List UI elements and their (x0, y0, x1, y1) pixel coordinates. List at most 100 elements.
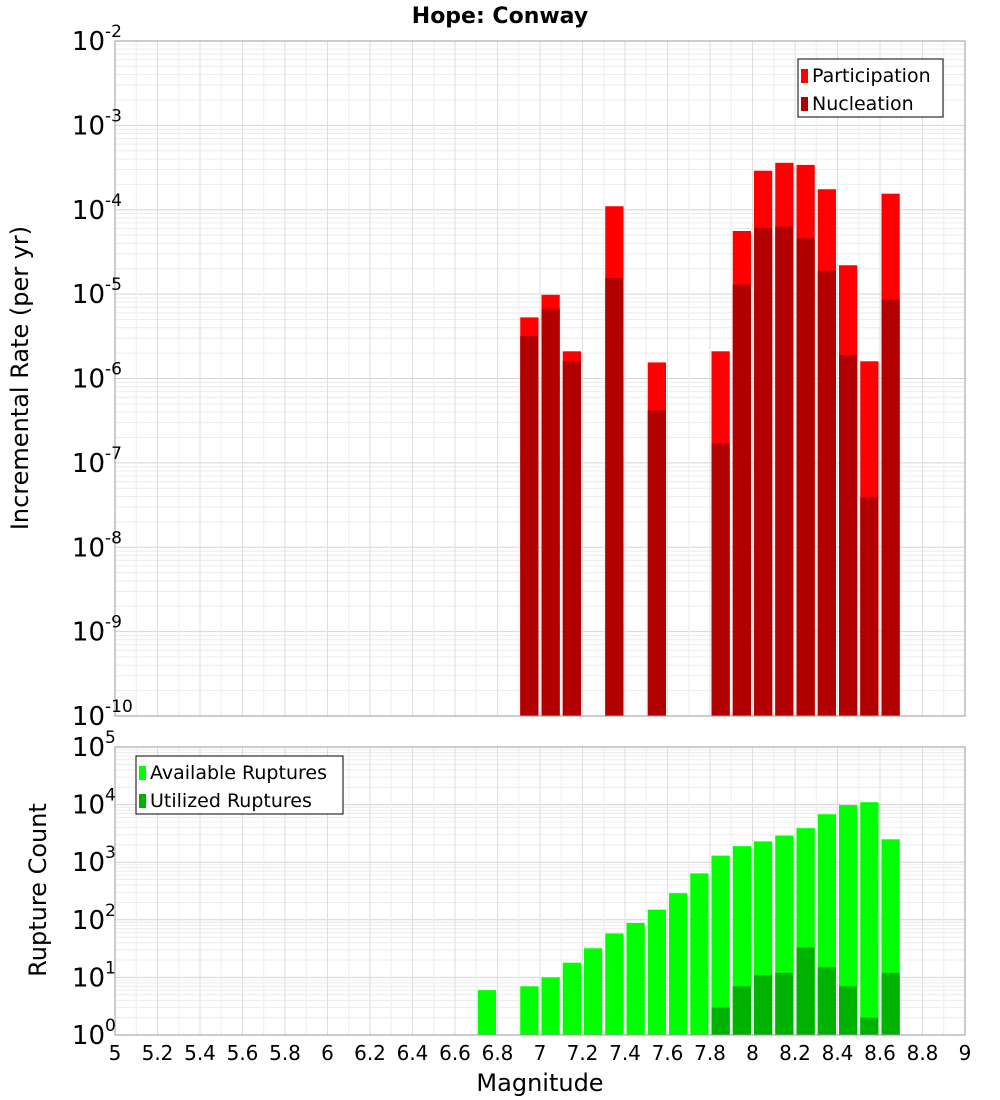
rate-bar-nucleation (775, 226, 794, 716)
rate-legend-label: Nucleation (812, 93, 914, 115)
count-x-tick-label: 7.6 (652, 1041, 684, 1065)
rate-y-tick-label: 10 (72, 702, 105, 732)
rate-legend: Participation Nucleation (797, 58, 944, 118)
count-bar-utilized-ruptures (775, 972, 794, 1035)
count-y-tick-label: 10 (72, 963, 105, 993)
rate-bar-nucleation (796, 238, 815, 716)
count-x-tick-label: 9 (959, 1041, 972, 1065)
count-legend-box (135, 755, 344, 815)
count-x-tick-label: 5.6 (227, 1041, 259, 1065)
rate-y-tick-label: 10 (72, 365, 105, 395)
count-x-tick-label: 6.8 (482, 1041, 514, 1065)
count-x-tick-label: 6.2 (354, 1041, 386, 1065)
count-bar-utilized-ruptures (711, 1007, 730, 1035)
count-bar-available-ruptures (690, 873, 709, 1035)
rate-y-tick-label: 10 (72, 111, 105, 141)
count-bar-available-ruptures (839, 805, 858, 1035)
rate-y-tick-exponent: -9 (105, 613, 122, 633)
count-x-tick-label: 8.4 (822, 1041, 854, 1065)
count-x-tick-label: 5.4 (184, 1041, 216, 1065)
rate-y-tick-exponent: -5 (105, 275, 122, 295)
rate-y-tick-label: 10 (72, 196, 105, 226)
rate-bar-nucleation (605, 278, 624, 716)
count-bar-utilized-ruptures (817, 967, 836, 1035)
rate-legend-box (797, 58, 944, 118)
count-bar-available-ruptures (605, 933, 624, 1035)
count-legend: Available Ruptures Utilized Ruptures (135, 755, 344, 815)
count-plot-frame (114, 746, 966, 1036)
count-bar-utilized-ruptures (732, 986, 751, 1035)
chart-title: Hope: Conway (412, 4, 588, 29)
rate-bar-nucleation (732, 284, 751, 716)
y-axis-label-rate: Incremental Rate (per yr) (6, 226, 34, 530)
rate-legend-swatch (801, 97, 808, 111)
count-bar-available-ruptures (562, 962, 581, 1035)
count-y-tick-label: 10 (72, 733, 105, 763)
count-x-tick-label: 7 (534, 1041, 547, 1065)
count-bar-available-ruptures (711, 855, 730, 1035)
rate-bar-nucleation (520, 335, 539, 716)
count-x-tick-label: 7.2 (567, 1041, 599, 1065)
rate-legend-swatch (801, 69, 808, 83)
count-y-tick-label: 10 (72, 791, 105, 821)
count-y-tick-exponent: 4 (105, 786, 116, 806)
rate-y-tick-exponent: -10 (105, 697, 133, 717)
rate-y-tick-label: 10 (72, 618, 105, 648)
count-bar-available-ruptures (477, 990, 496, 1035)
count-bar-available-ruptures (584, 948, 603, 1035)
count-y-tick-exponent: 0 (105, 1016, 116, 1036)
count-y-tick-label: 10 (72, 1021, 105, 1051)
count-bar-available-ruptures (626, 922, 645, 1035)
count-x-tick-label: 8.2 (779, 1041, 811, 1065)
rate-bar-nucleation (647, 410, 666, 716)
count-y-tick-exponent: 2 (105, 901, 116, 921)
count-bar-available-ruptures (541, 977, 560, 1035)
count-x-tick-label: 6 (321, 1041, 334, 1065)
count-y-tick-exponent: 3 (105, 843, 116, 863)
rate-bar-nucleation (754, 227, 773, 716)
rate-y-tick-exponent: -4 (105, 191, 122, 211)
count-bar-utilized-ruptures (881, 972, 900, 1035)
count-bar-available-ruptures (669, 893, 688, 1035)
count-legend-swatch (139, 794, 146, 808)
count-bar-utilized-ruptures (860, 1017, 879, 1035)
rate-y-tick-exponent: -7 (105, 444, 122, 464)
count-legend-label: Utilized Ruptures (150, 790, 312, 812)
rate-y-tick-exponent: -8 (105, 528, 122, 548)
count-x-tick-label: 6.6 (439, 1041, 471, 1065)
rate-y-tick-label: 10 (72, 280, 105, 310)
count-legend-swatch (139, 766, 146, 780)
count-bar-utilized-ruptures (754, 975, 773, 1035)
count-bar-utilized-ruptures (839, 986, 858, 1035)
count-bar-available-ruptures (647, 909, 666, 1035)
y-axis-label-count: Rupture Count (24, 803, 52, 977)
rate-bar-nucleation (562, 361, 581, 716)
rate-y-tick-exponent: -2 (105, 22, 122, 42)
rate-bar-nucleation (541, 308, 560, 716)
count-x-tick-label: 8.8 (907, 1041, 939, 1065)
rate-bar-nucleation (881, 299, 900, 716)
x-axis-label: Magnitude (476, 1069, 603, 1097)
count-x-tick-label: 8 (746, 1041, 759, 1065)
rate-plot-frame (114, 40, 966, 717)
count-x-tick-label: 5.2 (142, 1041, 174, 1065)
rate-bar-nucleation (711, 443, 730, 716)
count-y-tick-exponent: 1 (105, 958, 116, 978)
count-legend-label: Available Ruptures (150, 762, 327, 784)
count-y-tick-label: 10 (72, 848, 105, 878)
rate-legend-label: Participation (812, 65, 931, 87)
rate-bar-nucleation (839, 354, 858, 716)
count-x-tick-label: 5.8 (269, 1041, 301, 1065)
count-x-tick-label: 7.8 (694, 1041, 726, 1065)
count-x-tick-label: 6.4 (397, 1041, 429, 1065)
rate-bar-nucleation (817, 270, 836, 716)
count-x-tick-label: 7.4 (609, 1041, 641, 1065)
count-y-tick-label: 10 (72, 906, 105, 936)
count-x-tick-label: 8.6 (864, 1041, 896, 1065)
rate-y-tick-exponent: -3 (105, 106, 122, 126)
count-y-tick-exponent: 5 (105, 728, 116, 748)
rate-y-tick-exponent: -6 (105, 360, 122, 380)
count-bar-available-ruptures (860, 802, 879, 1035)
rate-bar-nucleation (860, 497, 879, 716)
